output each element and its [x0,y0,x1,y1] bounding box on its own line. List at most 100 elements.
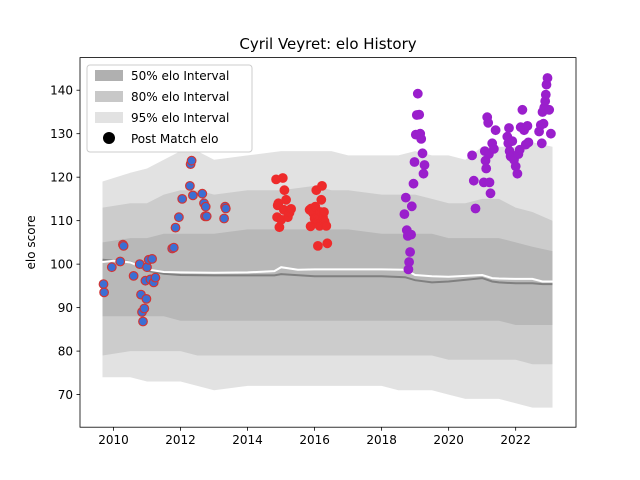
data-point-s1-21 [313,240,323,251]
data-point-s0-17 [147,253,158,264]
data-point-s2-21 [468,175,479,186]
data-point-s1-9 [281,194,292,205]
data-point-s2-28 [483,117,494,128]
data-point-s2-20 [467,150,478,161]
data-point-s0-32 [200,201,211,212]
legend-swatch-95 [95,112,123,123]
data-point-s2-51 [523,137,534,148]
y-tick-label-70: 70 [58,388,73,402]
data-point-s2-6 [405,247,416,257]
x-tick-label-2016: 2016 [299,433,330,447]
x-tick-label-2020: 2020 [433,433,464,447]
legend-label-95: 95% elo Interval [131,111,229,125]
data-point-s0-10 [138,316,148,327]
data-point-s0-3 [115,256,126,267]
data-point-s2-19 [419,160,430,170]
data-point-s2-40 [507,136,518,147]
data-point-s2-26 [481,163,492,174]
data-point-s0-2 [106,262,117,273]
y-axis-label: elo score [24,215,38,269]
legend: 50% elo Interval 80% elo Interval 95% el… [86,64,253,153]
data-point-s2-50 [522,120,533,131]
data-point-s0-23 [173,212,184,223]
data-point-s0-33 [201,211,212,222]
legend-marker-post-match [103,132,115,144]
data-point-s2-0 [399,209,410,220]
x-tick-label-2018: 2018 [366,433,397,447]
data-point-s2-34 [490,125,501,136]
data-point-s0-1 [99,287,109,298]
y-tick-label-120: 120 [50,170,73,184]
plot-area [98,73,556,408]
data-point-s2-43 [512,168,523,179]
data-point-s0-0 [98,279,109,290]
chart-title: Cyril Veyret: elo History [239,35,416,53]
data-point-s2-5 [404,257,415,267]
data-point-s2-1 [400,192,411,203]
data-point-s0-11 [139,303,150,314]
data-point-s2-17 [417,148,428,159]
data-point-s2-45 [514,144,525,155]
y-tick-label-130: 130 [50,127,73,141]
data-point-s2-47 [517,104,528,115]
data-point-s2-56 [538,118,549,129]
y-tick-label-110: 110 [50,214,73,228]
x-tick-label-2014: 2014 [232,433,263,447]
y-tick-label-140: 140 [50,84,73,98]
legend-frame [86,64,253,153]
data-point-s0-27 [186,155,197,166]
data-point-s0-5 [118,240,129,251]
data-point-s2-59 [540,89,551,100]
data-point-s2-61 [542,73,553,83]
data-point-s2-13 [412,88,423,99]
data-point-s0-34 [219,213,230,224]
y-tick-label-90: 90 [58,301,73,315]
data-point-s0-13 [141,294,152,304]
data-point-s1-25 [316,194,327,205]
data-point-s1-31 [322,238,333,249]
data-point-s1-12 [286,203,297,214]
x-axis: 2010 2012 2014 2016 2018 2020 2022 [98,427,531,447]
data-point-s0-29 [197,188,208,199]
data-point-s0-28 [187,190,198,201]
legend-swatch-80 [95,91,123,102]
data-point-s0-24 [177,193,188,204]
data-point-s1-6 [277,173,288,183]
data-point-s0-19 [150,272,161,283]
data-point-s2-37 [504,123,514,133]
median-elo-line [102,258,553,286]
data-point-s0-36 [220,203,231,214]
x-tick-label-2012: 2012 [165,433,196,447]
data-point-s1-26 [317,180,327,191]
x-tick-label-2022: 2022 [500,433,531,447]
legend-label-50: 50% elo Interval [131,69,229,83]
data-point-s2-8 [406,201,417,212]
legend-label-80: 80% elo Interval [131,90,229,104]
data-point-s0-25 [184,180,195,191]
data-point-s2-10 [409,157,420,167]
data-point-s0-22 [170,222,181,233]
data-point-s0-6 [128,271,139,281]
data-point-s2-31 [485,188,496,199]
post-match-points [98,73,556,327]
y-axis: 70 80 90 100 110 120 130 140 [50,84,80,402]
data-point-s1-28 [319,207,329,217]
data-point-s2-54 [536,138,547,149]
data-point-s2-7 [406,229,417,240]
legend-label-post-match: Post Match elo [131,132,218,146]
data-point-s0-21 [168,242,179,253]
y-tick-label-80: 80 [58,344,73,358]
plot-frame [79,57,577,428]
data-point-s1-8 [279,185,290,196]
y-tick-label-100: 100 [50,257,73,271]
data-point-s2-22 [470,203,481,214]
x-tick-label-2010: 2010 [98,433,129,447]
data-point-s2-18 [418,168,429,179]
data-point-s1-30 [321,220,332,231]
legend-swatch-50 [95,70,123,81]
data-point-s2-16 [416,133,427,144]
data-point-s2-30 [484,177,495,188]
data-point-s2-63 [546,128,556,139]
data-point-s2-62 [544,104,555,115]
